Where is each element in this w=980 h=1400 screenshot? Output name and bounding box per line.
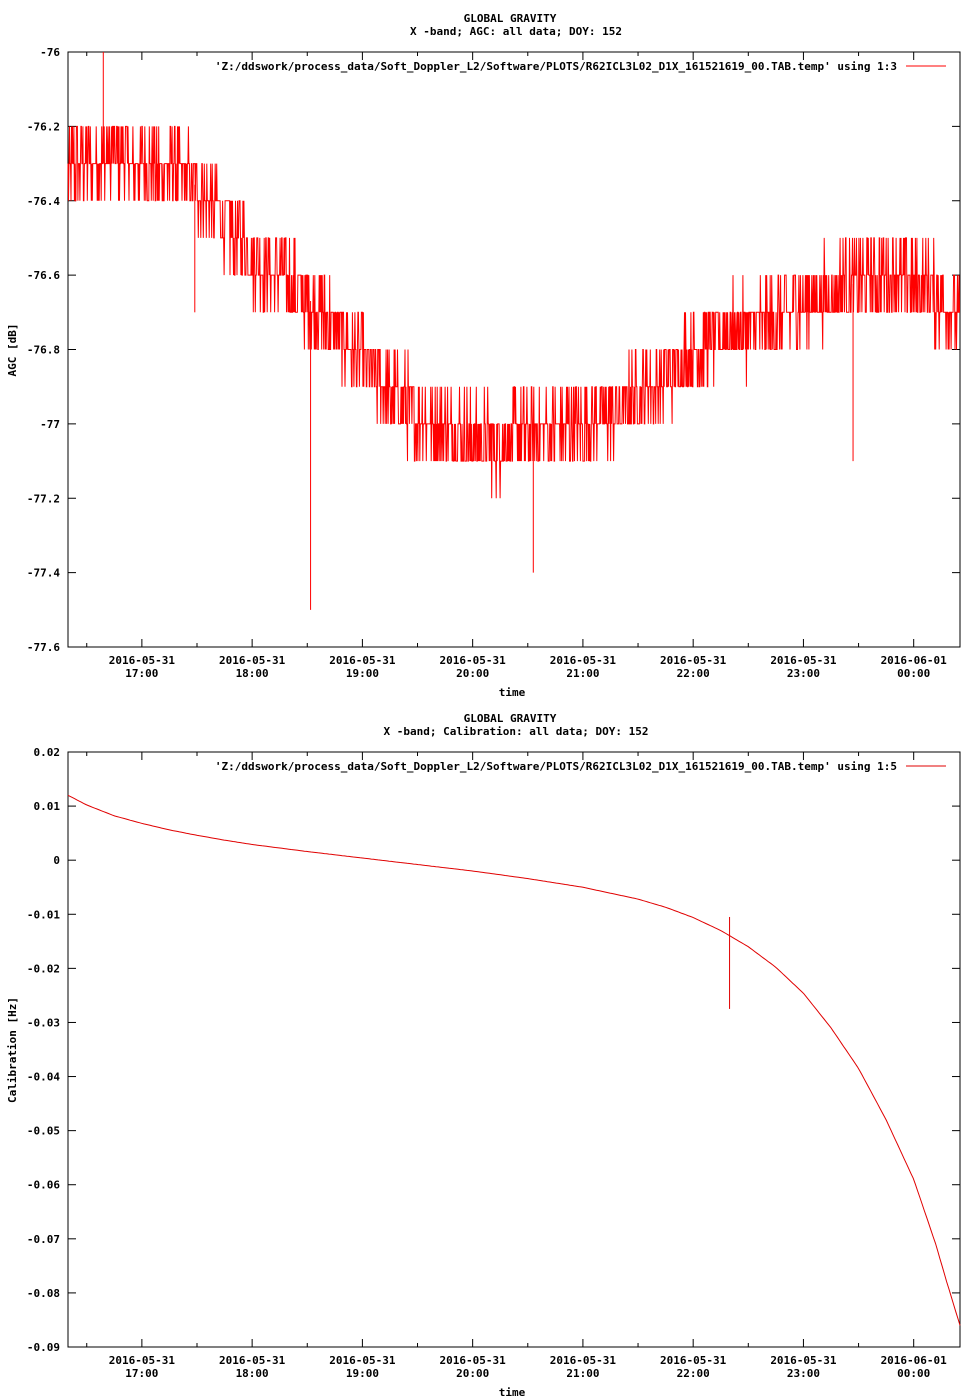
calibration-series (67, 794, 961, 1326)
calibration-plot-frame (67, 751, 961, 1348)
calibration-chart-subtitle: X -band; Calibration: all data; DOY: 152 (384, 725, 649, 738)
calibration-y-tick-label: 0.01 (34, 800, 61, 813)
calibration-y-tick-label: -0.05 (27, 1125, 60, 1138)
agc-x-tick-time: 00:00 (897, 667, 930, 680)
calibration-chart: GLOBAL GRAVITY X -band; Calibration: all… (6, 712, 961, 1399)
calibration-x-tick-time: 19:00 (346, 1367, 379, 1380)
agc-y-tick-label: -77.6 (27, 641, 60, 654)
agc-series (67, 52, 960, 610)
calibration-x-tick-time: 22:00 (677, 1367, 710, 1380)
agc-chart: GLOBAL GRAVITY X -band; AGC: all data; D… (6, 12, 961, 699)
agc-y-tick-label: -76.4 (27, 195, 60, 208)
calibration-x-axis-label: time (499, 1386, 526, 1399)
agc-y-axis-label: AGC [dB] (6, 324, 19, 377)
calibration-y-axis: 0.02 0.01 0 -0.01 -0.02 -0.03 -0.04 -0.05 -0.06 -… (27, 746, 960, 1354)
calibration-x-tick-date: 2016-05-31 (219, 1354, 286, 1367)
agc-legend-label: 'Z:/ddswork/process_data/Soft_Doppler_L2… (215, 60, 897, 73)
calibration-y-tick-label: -0.09 (27, 1341, 60, 1354)
agc-series-line (67, 125, 960, 499)
agc-x-tick-time: 18:00 (236, 667, 269, 680)
agc-x-tick-date: 2016-05-31 (219, 654, 286, 667)
agc-y-axis: -76 -76.2 -76.4 -76.6 -76.8 -77 -77.2 -77.4 -77.… (27, 46, 960, 654)
calibration-x-tick-date: 2016-05-31 (440, 1354, 507, 1367)
calibration-x-tick-date: 2016-05-31 (550, 1354, 617, 1367)
agc-y-tick-label: -76.6 (27, 269, 60, 282)
agc-x-axis-label: time (499, 686, 526, 699)
agc-x-tick-time: 23:00 (787, 667, 820, 680)
agc-plot-frame (67, 51, 961, 648)
calibration-y-tick-label: -0.08 (27, 1287, 60, 1300)
agc-y-tick-label: -76.8 (27, 344, 60, 357)
calibration-x-tick-date: 2016-05-31 (109, 1354, 176, 1367)
agc-chart-title: GLOBAL GRAVITY (464, 12, 557, 25)
agc-x-tick-date: 2016-05-31 (770, 654, 837, 667)
calibration-chart-title: GLOBAL GRAVITY (464, 712, 557, 725)
calibration-y-tick-label: -0.06 (27, 1179, 60, 1192)
calibration-y-tick-label: -0.02 (27, 962, 60, 975)
agc-y-tick-label: -77 (40, 418, 60, 431)
calibration-y-tick-label: -0.03 (27, 1016, 60, 1029)
agc-x-tick-time: 17:00 (125, 667, 158, 680)
calibration-legend-label: 'Z:/ddswork/process_data/Soft_Doppler_L2… (215, 760, 897, 773)
agc-x-tick-date: 2016-05-31 (440, 654, 507, 667)
calibration-y-tick-label: 0.02 (34, 746, 61, 759)
agc-x-tick-time: 21:00 (566, 667, 599, 680)
agc-x-tick-date: 2016-05-31 (109, 654, 176, 667)
agc-x-tick-date: 2016-05-31 (329, 654, 396, 667)
agc-x-tick-date: 2016-05-31 (660, 654, 727, 667)
calibration-y-tick-label: -0.01 (27, 908, 60, 921)
agc-y-tick-label: -76.2 (27, 120, 60, 133)
calibration-y-axis-label: Calibration [Hz] (6, 997, 19, 1103)
calibration-x-tick-time: 18:00 (236, 1367, 269, 1380)
calibration-x-tick-time: 20:00 (456, 1367, 489, 1380)
calibration-x-tick-date: 2016-05-31 (770, 1354, 837, 1367)
calibration-x-tick-date: 2016-05-31 (329, 1354, 396, 1367)
agc-y-tick-label: -76 (40, 46, 60, 59)
calibration-y-tick-label: -0.04 (27, 1071, 60, 1084)
calibration-y-tick-label: -0.07 (27, 1233, 60, 1246)
agc-x-tick-date: 2016-06-01 (881, 654, 948, 667)
calibration-x-axis: 2016-05-3117:002016-05-3118:002016-05-31… (86, 752, 948, 1380)
calibration-x-tick-date: 2016-06-01 (881, 1354, 948, 1367)
calibration-x-tick-time: 17:00 (125, 1367, 158, 1380)
calibration-x-tick-time: 23:00 (787, 1367, 820, 1380)
calibration-series-line (67, 794, 961, 1326)
agc-x-tick-time: 22:00 (677, 667, 710, 680)
calibration-x-tick-time: 00:00 (897, 1367, 930, 1380)
agc-y-tick-label: -77.2 (27, 492, 60, 505)
agc-x-tick-date: 2016-05-31 (550, 654, 617, 667)
agc-x-tick-time: 19:00 (346, 667, 379, 680)
agc-x-axis: 2016-05-3117:002016-05-3118:002016-05-31… (86, 52, 948, 680)
agc-x-tick-time: 20:00 (456, 667, 489, 680)
agc-y-tick-label: -77.4 (27, 567, 60, 580)
calibration-x-tick-time: 21:00 (566, 1367, 599, 1380)
agc-chart-subtitle: X -band; AGC: all data; DOY: 152 (410, 25, 622, 38)
calibration-y-tick-label: 0 (53, 854, 60, 867)
calibration-x-tick-date: 2016-05-31 (660, 1354, 727, 1367)
